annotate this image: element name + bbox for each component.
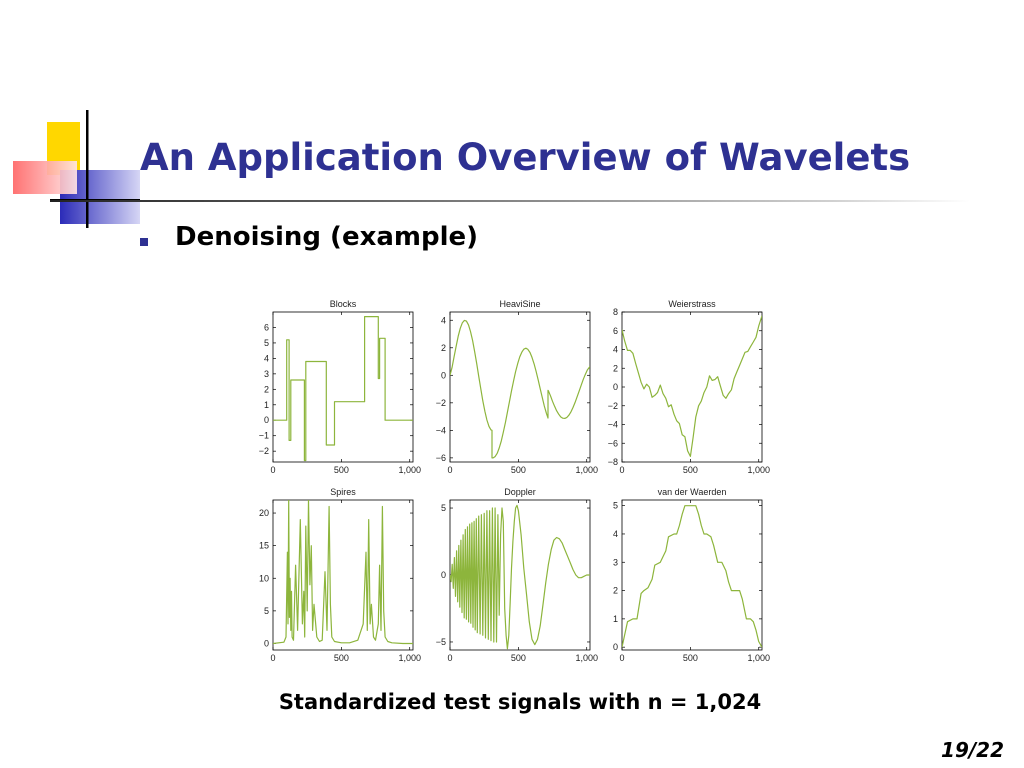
y-tick-label: 5 <box>264 606 269 616</box>
x-tick-label: 1,000 <box>398 653 421 663</box>
y-tick-label: 20 <box>259 508 269 518</box>
y-tick-label: 1 <box>264 400 269 410</box>
x-tick-label: 1,000 <box>575 653 598 663</box>
figure-caption: Standardized test signals with n = 1,024 <box>278 690 762 714</box>
y-tick-label: 1 <box>613 614 618 624</box>
chart-panel-5: van der Waerden 0 500 1,000 0 1 2 3 4 5 <box>613 487 770 663</box>
y-tick-label: −1 <box>259 431 269 441</box>
y-tick-label: −5 <box>436 637 446 647</box>
slide-logo-decoration <box>13 110 140 228</box>
chart-panel-0: Blocks 0 500 1,000 −2 −1 0 1 2 3 4 5 6 <box>259 299 421 475</box>
y-tick-label: 2 <box>441 343 446 353</box>
y-tick-label: 10 <box>259 573 269 583</box>
slide-title: An Application Overview of Wavelets <box>140 136 911 179</box>
chart-title: Weierstrass <box>668 299 716 309</box>
signal-line <box>450 319 590 459</box>
chart-title: Blocks <box>330 299 357 309</box>
chart-panel-1: HeaviSine 0 500 1,000 −6 −4 −2 0 2 4 <box>436 299 598 475</box>
signal-line <box>450 504 590 650</box>
x-tick-label: 500 <box>683 465 698 475</box>
chart-title: Spires <box>330 487 356 497</box>
y-tick-label: 0 <box>264 415 269 425</box>
y-tick-label: −2 <box>436 398 446 408</box>
y-tick-label: 3 <box>613 557 618 567</box>
x-tick-label: 1,000 <box>747 465 770 475</box>
x-tick-label: 0 <box>619 653 624 663</box>
x-tick-label: 500 <box>334 653 349 663</box>
y-tick-label: −8 <box>608 457 618 467</box>
y-tick-label: −6 <box>436 453 446 463</box>
x-tick-label: 0 <box>447 653 452 663</box>
y-tick-label: 2 <box>264 384 269 394</box>
x-tick-label: 500 <box>511 465 526 475</box>
y-tick-label: 4 <box>441 315 446 325</box>
chart-title: van der Waerden <box>658 487 727 497</box>
x-tick-label: 0 <box>619 465 624 475</box>
y-tick-label: −2 <box>608 401 618 411</box>
y-tick-label: 0 <box>441 570 446 580</box>
y-tick-label: 4 <box>264 353 269 363</box>
y-tick-label: −4 <box>436 425 446 435</box>
x-tick-label: 1,000 <box>747 653 770 663</box>
y-tick-label: 8 <box>613 307 618 317</box>
y-tick-label: 0 <box>441 370 446 380</box>
bullet-marker <box>140 238 148 246</box>
chart-frame <box>449 311 591 463</box>
x-tick-label: 500 <box>511 653 526 663</box>
chart-frame <box>621 499 763 651</box>
signal-line <box>273 316 413 462</box>
chart-frame <box>272 311 414 463</box>
signal-line <box>273 500 413 645</box>
page-number: 19/22 <box>941 738 1004 762</box>
chart-title: Doppler <box>504 487 536 497</box>
y-tick-label: 0 <box>613 642 618 652</box>
signal-line <box>622 505 762 648</box>
y-tick-label: −2 <box>259 446 269 456</box>
y-tick-label: −6 <box>608 438 618 448</box>
y-tick-label: 5 <box>613 501 618 511</box>
y-tick-label: 0 <box>264 638 269 648</box>
chart-title: HeaviSine <box>499 299 540 309</box>
y-tick-label: 15 <box>259 541 269 551</box>
chart-frame <box>272 499 414 651</box>
chart-panel-2: Weierstrass 0 500 1,000 −8 −6 −4 −2 0 2 4 6 8 <box>608 299 770 475</box>
y-tick-label: 4 <box>613 345 618 355</box>
y-tick-label: 6 <box>613 326 618 336</box>
y-tick-label: 2 <box>613 586 618 596</box>
y-tick-label: 3 <box>264 369 269 379</box>
x-tick-label: 500 <box>334 465 349 475</box>
y-tick-label: 0 <box>613 382 618 392</box>
x-tick-label: 1,000 <box>398 465 421 475</box>
x-tick-label: 0 <box>270 653 275 663</box>
y-tick-label: 5 <box>441 503 446 513</box>
y-tick-label: 5 <box>264 338 269 348</box>
y-tick-label: −4 <box>608 420 618 430</box>
y-tick-label: 2 <box>613 363 618 373</box>
x-tick-label: 0 <box>447 465 452 475</box>
bullet-text: Denoising (example) <box>175 222 479 252</box>
x-tick-label: 1,000 <box>575 465 598 475</box>
signal-line <box>622 315 762 457</box>
y-tick-label: 4 <box>613 529 618 539</box>
chart-panel-3: Spires 0 500 1,000 0 5 10 15 20 <box>259 487 421 663</box>
y-tick-label: 6 <box>264 322 269 332</box>
x-tick-label: 0 <box>270 465 275 475</box>
x-tick-label: 500 <box>683 653 698 663</box>
title-underline <box>50 200 970 202</box>
